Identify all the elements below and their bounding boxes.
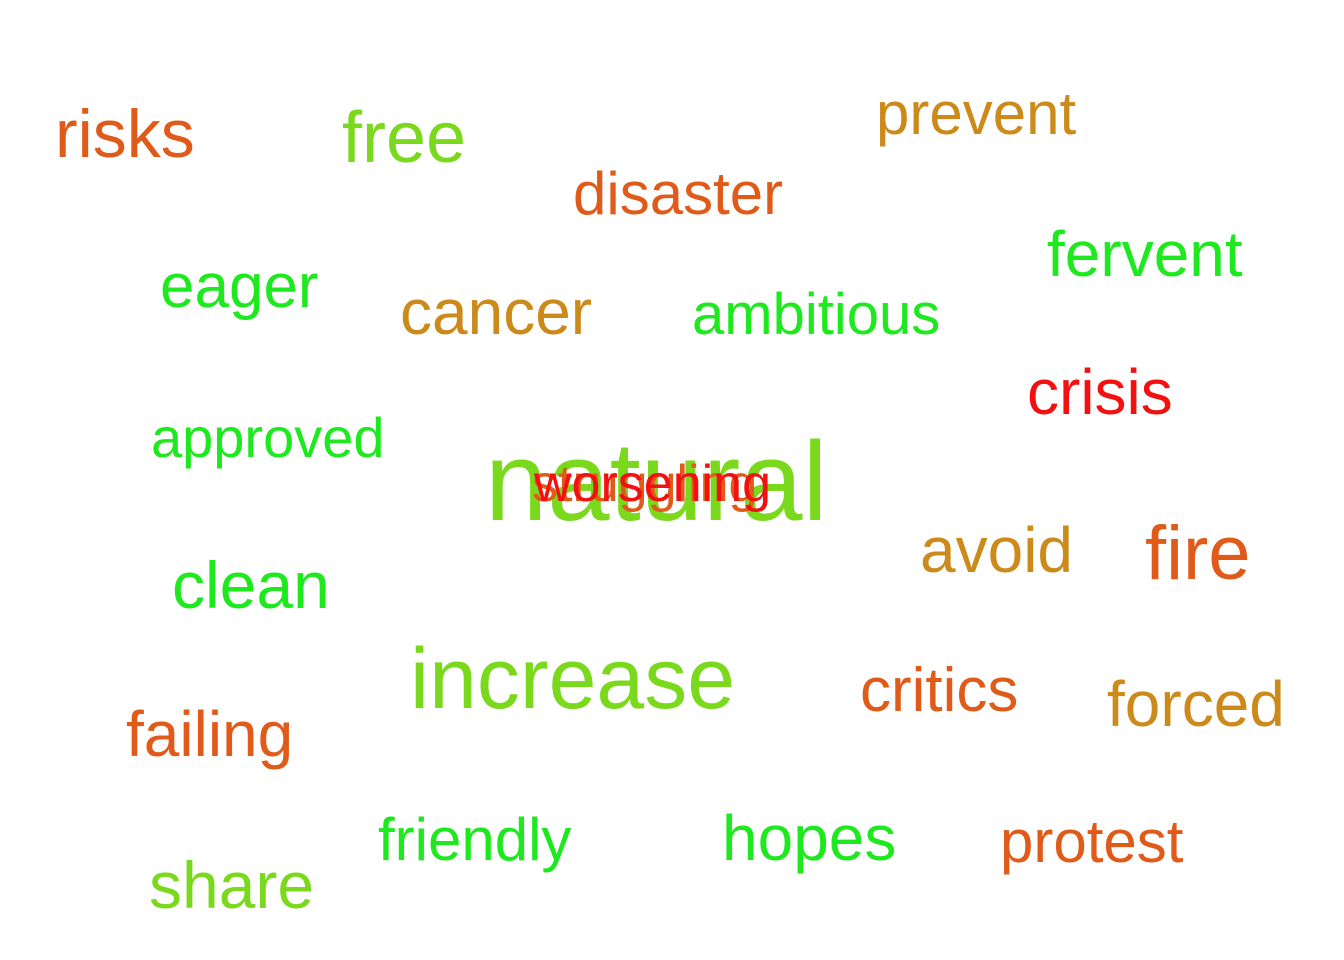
word-free: free [342, 98, 467, 178]
word-approved: approved [151, 406, 385, 469]
word-fervent: fervent [1047, 218, 1243, 290]
word-critics: critics [860, 656, 1019, 725]
word-eager: eager [160, 252, 319, 321]
word-forced: forced [1107, 668, 1285, 740]
word-avoid: avoid [920, 514, 1073, 586]
word-friendly: friendly [378, 806, 572, 873]
word-prevent: prevent [876, 80, 1077, 147]
word-failing: failing [126, 698, 294, 770]
word-risks: risks [55, 96, 195, 172]
word-share: share [149, 848, 315, 922]
word-worsening: worsening [534, 455, 772, 513]
word-natural: natural [485, 419, 828, 544]
word-fire: fire [1145, 511, 1251, 596]
word-ambitious: ambitious [692, 282, 941, 347]
word-hopes: hopes [722, 802, 897, 874]
word-crisis: crisis [1027, 356, 1173, 428]
word-protest: protest [1000, 808, 1184, 875]
word-increase: increase [410, 631, 736, 727]
word-disaster: disaster [573, 160, 784, 227]
word-cancer: cancer [400, 276, 593, 348]
word-struggling: struggling [532, 455, 758, 513]
word-clean: clean [172, 548, 330, 622]
